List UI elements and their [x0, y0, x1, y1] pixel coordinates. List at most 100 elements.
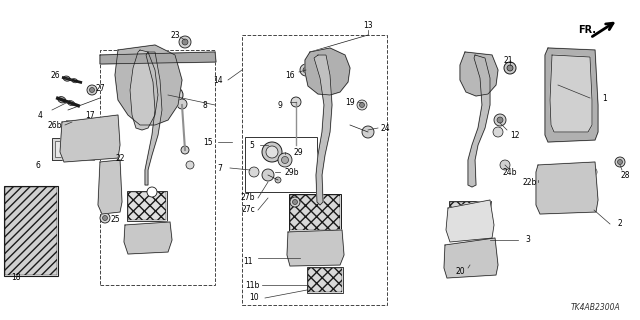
- Circle shape: [579, 57, 589, 67]
- Circle shape: [262, 169, 274, 181]
- Polygon shape: [115, 45, 182, 125]
- Text: 14: 14: [213, 76, 223, 84]
- Circle shape: [564, 198, 572, 205]
- Circle shape: [171, 91, 179, 99]
- Circle shape: [157, 80, 167, 90]
- Polygon shape: [446, 200, 494, 242]
- Text: 5: 5: [250, 140, 255, 149]
- Circle shape: [567, 75, 577, 85]
- Circle shape: [579, 115, 589, 125]
- Circle shape: [615, 157, 625, 167]
- Ellipse shape: [301, 254, 308, 261]
- Text: 29b: 29b: [285, 167, 300, 177]
- Circle shape: [563, 167, 573, 177]
- Text: 16: 16: [285, 70, 295, 79]
- Circle shape: [123, 80, 133, 90]
- Circle shape: [500, 160, 510, 170]
- Bar: [5, 187, 57, 275]
- Circle shape: [300, 64, 312, 76]
- Ellipse shape: [136, 74, 154, 96]
- Circle shape: [291, 97, 301, 107]
- Circle shape: [493, 127, 503, 137]
- Bar: [100, 50, 215, 285]
- Circle shape: [147, 187, 157, 197]
- Text: 25: 25: [110, 215, 120, 225]
- Bar: [75, 143, 89, 155]
- Circle shape: [556, 117, 561, 123]
- Polygon shape: [305, 48, 350, 95]
- Circle shape: [497, 117, 503, 123]
- Polygon shape: [145, 52, 162, 185]
- Circle shape: [331, 256, 339, 264]
- Text: 6: 6: [36, 161, 40, 170]
- Circle shape: [177, 99, 187, 109]
- Text: 3: 3: [525, 236, 531, 244]
- Bar: [127, 191, 167, 221]
- Circle shape: [564, 97, 580, 113]
- Circle shape: [179, 36, 191, 48]
- Circle shape: [582, 60, 586, 65]
- Text: 8: 8: [203, 100, 207, 109]
- Circle shape: [282, 156, 289, 164]
- Circle shape: [93, 138, 107, 152]
- Bar: [55, 141, 73, 157]
- Circle shape: [290, 197, 300, 207]
- Circle shape: [102, 215, 108, 220]
- Circle shape: [100, 213, 110, 223]
- Circle shape: [494, 114, 506, 126]
- Text: FR.: FR.: [578, 25, 596, 35]
- Circle shape: [618, 159, 623, 164]
- Text: 13: 13: [363, 20, 373, 29]
- Polygon shape: [98, 160, 122, 214]
- Bar: [66, 120, 116, 158]
- Circle shape: [504, 62, 516, 74]
- Bar: [70, 142, 92, 154]
- Text: 9: 9: [278, 100, 282, 109]
- Bar: [102, 164, 120, 210]
- Text: 15: 15: [203, 138, 213, 147]
- Bar: [4, 186, 58, 276]
- Polygon shape: [60, 115, 120, 162]
- Circle shape: [303, 67, 309, 73]
- Circle shape: [181, 146, 189, 154]
- Polygon shape: [550, 55, 592, 132]
- Text: 18: 18: [12, 274, 20, 283]
- Text: 12: 12: [510, 131, 520, 140]
- Circle shape: [553, 115, 563, 125]
- Ellipse shape: [63, 76, 70, 81]
- Bar: [308, 268, 342, 292]
- Polygon shape: [130, 50, 158, 130]
- Circle shape: [507, 65, 513, 71]
- Text: 26b: 26b: [48, 121, 62, 130]
- Text: 27c: 27c: [241, 205, 255, 214]
- Circle shape: [125, 83, 131, 87]
- Polygon shape: [536, 162, 598, 214]
- Text: 17: 17: [85, 110, 95, 119]
- Bar: [245, 137, 317, 192]
- Ellipse shape: [72, 124, 77, 127]
- Bar: [542, 170, 590, 208]
- Text: 21: 21: [503, 55, 513, 65]
- Circle shape: [266, 146, 278, 158]
- Ellipse shape: [58, 97, 66, 103]
- Circle shape: [159, 83, 164, 87]
- Circle shape: [159, 60, 164, 65]
- Circle shape: [582, 117, 586, 123]
- Text: 11: 11: [243, 258, 253, 267]
- Text: 29: 29: [293, 148, 303, 156]
- Circle shape: [310, 243, 320, 253]
- Circle shape: [182, 39, 188, 45]
- Circle shape: [556, 60, 561, 65]
- Text: 11b: 11b: [245, 281, 259, 290]
- Text: 27: 27: [95, 84, 105, 92]
- Circle shape: [360, 102, 365, 108]
- Polygon shape: [444, 238, 498, 278]
- Circle shape: [275, 177, 281, 183]
- Circle shape: [292, 199, 298, 204]
- Circle shape: [561, 195, 575, 209]
- Text: 19: 19: [345, 98, 355, 107]
- Circle shape: [262, 142, 282, 162]
- Bar: [242, 35, 387, 305]
- Circle shape: [97, 141, 104, 148]
- Circle shape: [249, 167, 259, 177]
